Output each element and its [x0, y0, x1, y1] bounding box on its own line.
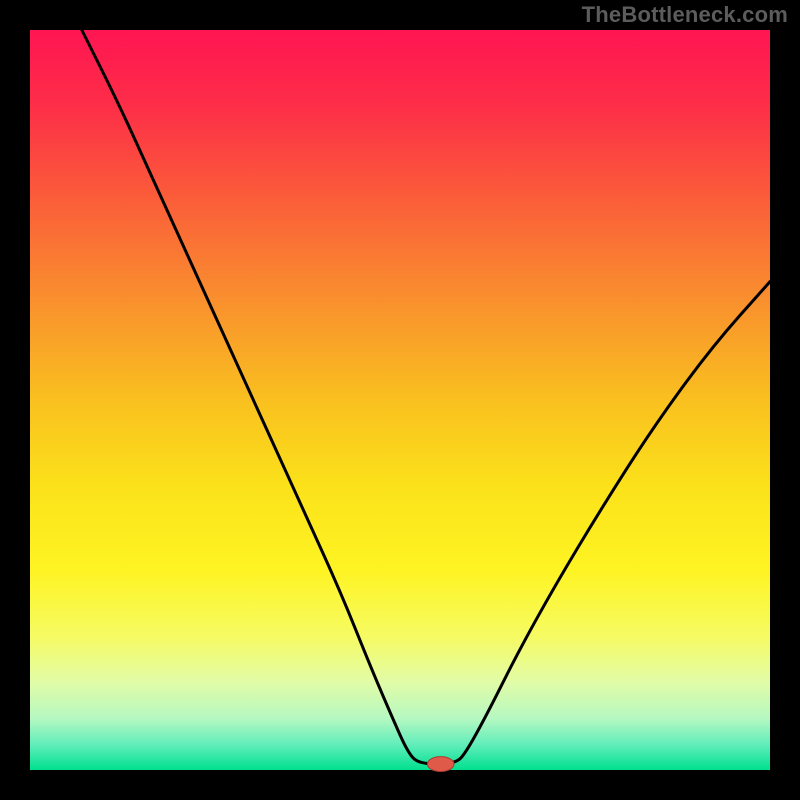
chart-svg [0, 0, 800, 800]
plot-background [30, 30, 770, 770]
optimum-marker [427, 757, 454, 772]
watermark-text: TheBottleneck.com [582, 2, 788, 28]
bottleneck-chart: TheBottleneck.com [0, 0, 800, 800]
